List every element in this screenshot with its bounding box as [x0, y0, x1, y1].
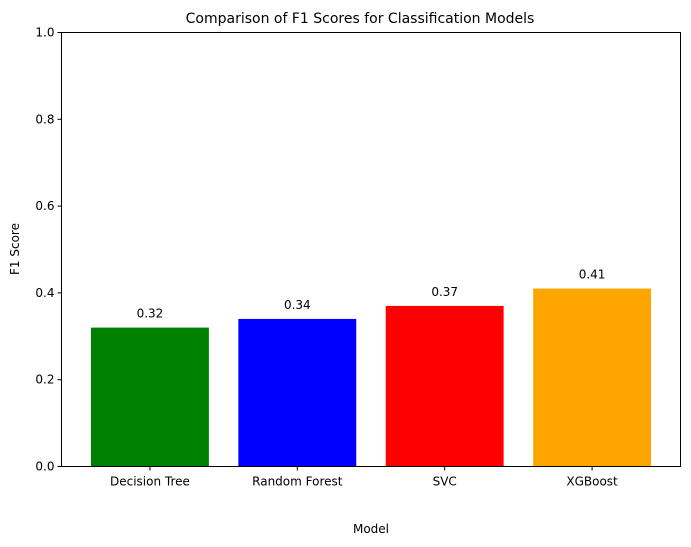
data-label: 0.32 [137, 307, 164, 321]
y-tick-label: 0.8 [35, 112, 54, 126]
bar-xgboost [533, 288, 652, 467]
y-axis-label: F1 Score [8, 223, 22, 275]
chart-title: Comparison of F1 Scores for Classificati… [186, 11, 535, 27]
data-label: 0.34 [284, 298, 311, 312]
data-label: 0.37 [431, 285, 458, 299]
y-tick-label: 0.4 [35, 286, 54, 300]
y-tick-label: 0.6 [35, 199, 54, 213]
bar-decision-tree [90, 327, 209, 467]
y-tick-label: 0.2 [35, 373, 54, 387]
x-axis-label: Model [353, 522, 389, 536]
y-tick-label: 0.0 [35, 460, 54, 474]
bar-svc [385, 305, 504, 467]
x-tick-label: XGBoost [566, 475, 618, 489]
bar-random-forest [238, 318, 357, 467]
axes-frame [61, 32, 681, 467]
y-tick-label: 1.0 [35, 26, 54, 40]
x-tick-label: Random Forest [252, 475, 343, 489]
data-label: 0.41 [579, 268, 606, 282]
x-tick-label: Decision Tree [110, 475, 190, 489]
x-tick-label: SVC [433, 475, 457, 489]
plot-area: 0.32 Decision Tree 0.34 Random Forest 0.37 SV… [35, 26, 652, 489]
